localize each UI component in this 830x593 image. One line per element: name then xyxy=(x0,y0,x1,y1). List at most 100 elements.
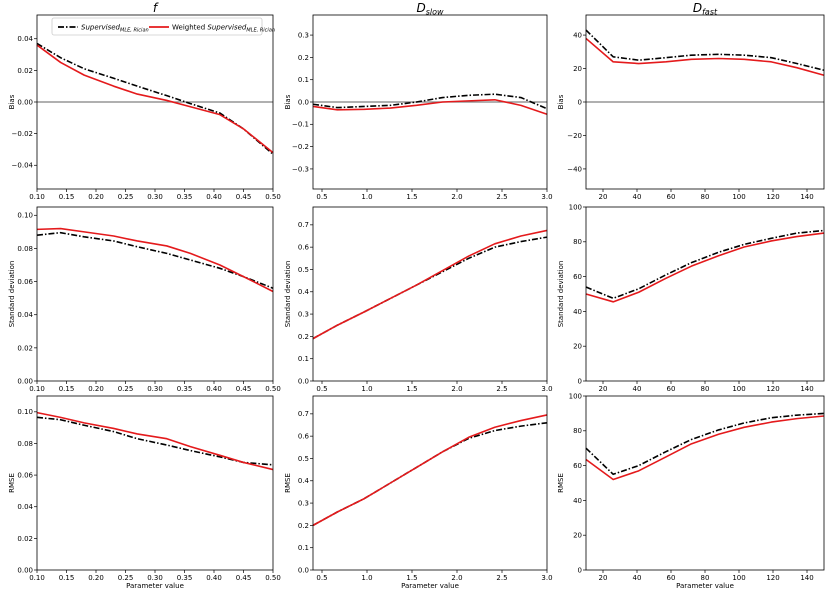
series-line-supervised xyxy=(585,229,825,300)
panel-title-main: D xyxy=(693,1,702,15)
y-tick-label: −0.1 xyxy=(292,121,309,129)
y-axis-label: Standard deviation xyxy=(8,261,16,328)
panel-title-main: f xyxy=(153,1,159,15)
y-axis-label: Bias xyxy=(284,94,292,109)
x-tick-label: 0.20 xyxy=(88,193,104,201)
y-tick-label: 0.2 xyxy=(298,522,309,530)
x-tick-label: 60 xyxy=(667,574,676,582)
x-tick-label: 0.45 xyxy=(236,574,252,582)
series-line-weighted xyxy=(312,98,548,116)
y-tick-label: 0.5 xyxy=(298,266,309,274)
y-tick-label: 0.7 xyxy=(298,221,309,229)
x-tick-label: 0.45 xyxy=(236,385,252,393)
y-tick-label: 0.04 xyxy=(17,311,33,319)
x-tick-label: 20 xyxy=(599,193,608,201)
y-tick-label: −40 xyxy=(567,165,582,173)
y-tick-label: 0.1 xyxy=(298,355,309,363)
y-tick-label: 0.0 xyxy=(298,566,309,574)
series-line-weighted xyxy=(36,411,274,471)
panel-std-f: 0.10 0.15 0.20 0.25 0.30 0.35 0.40 0.45 0.50 0.00… xyxy=(8,206,281,393)
panel-title: f xyxy=(153,1,159,15)
y-tick-label: 40 xyxy=(573,497,582,505)
y-tick-label: 0 xyxy=(578,377,582,385)
x-tick-label: 0.15 xyxy=(59,385,75,393)
panels: 0.10 0.15 0.20 0.25 0.30 0.35 0.40 0.45 0.50−0.0… xyxy=(8,1,825,590)
x-tick-label: 1.0 xyxy=(361,385,372,393)
x-tick-label: 140 xyxy=(800,574,813,582)
legend-label-weighted: Weighted SupervisedMLE, Rician xyxy=(172,24,275,34)
panel-rmse-dslow: 0.5 1.0 1.5 2.0 2.5 3.0 0.0 0.1 0.2 0.3 0.4 0.5 0.6 0… xyxy=(284,395,553,590)
y-tick-label: 80 xyxy=(573,427,582,435)
x-tick-label: 120 xyxy=(766,193,779,201)
x-tick-label: 0.5 xyxy=(316,193,327,201)
y-tick-label: 0.1 xyxy=(298,76,309,84)
y-axis-label: Standard deviation xyxy=(284,261,292,328)
panel-std-dfast: 20 40 60 80 100 120 140 0 20 40 60 80 100 Standard de… xyxy=(557,203,825,393)
y-tick-label: 40 xyxy=(573,308,582,316)
x-tick-label: 2.5 xyxy=(496,193,507,201)
x-tick-label: 0.10 xyxy=(29,574,45,582)
plot-frame xyxy=(36,206,274,382)
y-tick-label: 0.00 xyxy=(17,377,33,385)
x-tick-label: 120 xyxy=(766,385,779,393)
y-tick-label: 0.3 xyxy=(298,499,309,507)
y-tick-label: 100 xyxy=(569,203,582,211)
panel-bias-dslow: 0.5 1.0 1.5 2.0 2.5 3.0 −0.3 −0.2 −0.1 0.0 0.1 0.2 0… xyxy=(284,1,553,201)
x-tick-label: 120 xyxy=(766,574,779,582)
x-tick-label: 0.50 xyxy=(265,574,281,582)
series-line-supervised xyxy=(36,42,274,155)
x-tick-label: 0.35 xyxy=(177,574,193,582)
y-axis-label: Bias xyxy=(557,94,565,109)
y-tick-label: 0.6 xyxy=(298,244,310,252)
x-tick-label: 80 xyxy=(701,193,710,201)
series-line-weighted xyxy=(312,414,548,527)
panel-rmse-f: 0.10 0.15 0.20 0.25 0.30 0.35 0.40 0.45 0.50 0.00… xyxy=(8,395,281,590)
x-tick-label: 0.50 xyxy=(265,385,281,393)
x-tick-label: 0.40 xyxy=(206,574,222,582)
x-tick-label: 0.15 xyxy=(59,574,75,582)
y-tick-label: 0.0 xyxy=(298,377,309,385)
series-line-supervised xyxy=(312,93,548,110)
y-axis-label: RMSE xyxy=(557,473,565,493)
y-tick-label: 0.6 xyxy=(298,433,310,441)
legend: SupervisedMLE, Rician Weighted Supervise… xyxy=(51,17,275,36)
x-tick-label: 140 xyxy=(800,193,813,201)
x-tick-label: 0.10 xyxy=(29,193,45,201)
y-tick-label: 60 xyxy=(573,462,582,470)
series-line-supervised xyxy=(585,29,825,71)
y-axis-label: RMSE xyxy=(8,473,16,493)
y-tick-label: 80 xyxy=(573,238,582,246)
series-line-weighted xyxy=(585,415,825,481)
panel-title-subscript: slow xyxy=(426,8,444,17)
panel-bias-dfast: 20 40 60 80 100 120 140 −40 −20 0 20 40 Bias Dfast xyxy=(557,1,825,201)
x-tick-label: 20 xyxy=(599,385,608,393)
y-tick-label: 0.08 xyxy=(17,440,33,448)
panel-std-dslow: 0.5 1.0 1.5 2.0 2.5 3.0 0.0 0.1 0.2 0.3 0.4 0.5 0.6 0… xyxy=(284,206,553,393)
y-tick-label: 0.3 xyxy=(298,31,309,39)
x-tick-label: 100 xyxy=(732,574,745,582)
y-tick-label: 0.5 xyxy=(298,455,309,463)
y-tick-label: 0 xyxy=(578,566,582,574)
x-tick-label: 2.0 xyxy=(451,574,462,582)
panel-rmse-dfast: 20 40 60 80 100 120 140 0 20 40 60 80 100 RMSE Paramet… xyxy=(557,392,825,590)
series-line-supervised xyxy=(36,231,274,289)
x-tick-label: 2.5 xyxy=(496,574,507,582)
y-tick-label: 60 xyxy=(573,273,582,281)
x-tick-label: 0.50 xyxy=(265,193,281,201)
x-tick-label: 0.5 xyxy=(316,574,327,582)
x-tick-label: 40 xyxy=(633,385,642,393)
x-tick-label: 0.40 xyxy=(206,385,222,393)
y-axis-label: Bias xyxy=(8,94,16,109)
y-tick-label: 0.02 xyxy=(17,67,33,75)
x-tick-label: 0.10 xyxy=(29,385,45,393)
y-tick-label: 0.4 xyxy=(298,288,310,296)
x-tick-label: 2.0 xyxy=(451,385,462,393)
x-tick-label: 0.25 xyxy=(118,574,134,582)
x-tick-label: 20 xyxy=(599,574,608,582)
x-tick-label: 0.5 xyxy=(316,385,327,393)
x-tick-label: 1.5 xyxy=(406,193,417,201)
y-tick-label: −0.3 xyxy=(292,165,309,173)
series-line-weighted xyxy=(36,44,274,154)
y-tick-label: 20 xyxy=(573,65,582,73)
plot-frame xyxy=(585,395,825,571)
